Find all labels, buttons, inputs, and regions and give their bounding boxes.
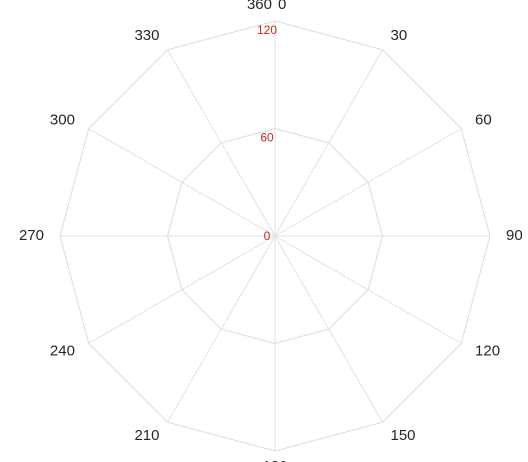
- theta-tick-label-0: 0: [278, 0, 286, 13]
- spoke-330: [167, 49, 276, 237]
- theta-tick-label-300: 300: [50, 111, 75, 128]
- r-tick-label-0: 0: [264, 229, 271, 243]
- spoke-300: [88, 128, 276, 237]
- theta-tick-label-180: 180: [262, 458, 287, 462]
- theta-tick-label-360: 360: [247, 0, 272, 13]
- radius-label-layer: 0 60 120: [257, 23, 277, 243]
- spoke-30: [274, 49, 383, 237]
- theta-tick-label-120: 120: [475, 342, 500, 359]
- r-tick-label-120: 120: [257, 23, 277, 37]
- theta-tick-label-210: 210: [134, 427, 159, 444]
- spoke-120: [274, 235, 462, 344]
- spoke-150: [274, 235, 383, 423]
- theta-tick-label-30: 30: [391, 27, 408, 44]
- angle-label-layer: 0 30 60 90 120 150 180 210 240 270 300 330 360: [19, 0, 523, 462]
- theta-tick-label-330: 330: [134, 27, 159, 44]
- spoke-layer: [60, 21, 490, 451]
- spoke-210: [167, 235, 276, 423]
- spoke-60: [274, 128, 462, 237]
- theta-tick-label-150: 150: [391, 427, 416, 444]
- spoke-240: [88, 235, 276, 344]
- theta-tick-label-90: 90: [506, 227, 523, 244]
- theta-tick-label-240: 240: [50, 342, 75, 359]
- r-tick-label-60: 60: [260, 131, 274, 145]
- theta-tick-label-60: 60: [475, 111, 492, 128]
- theta-tick-label-270: 270: [19, 227, 44, 244]
